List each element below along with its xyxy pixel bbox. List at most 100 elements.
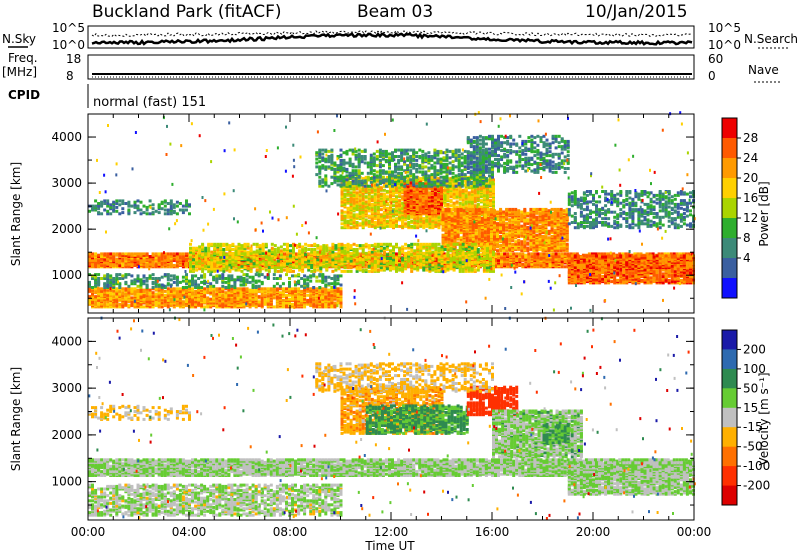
power-cell	[133, 305, 137, 309]
power-cell	[254, 288, 258, 292]
power-cell	[431, 224, 435, 228]
power-cell	[94, 275, 98, 279]
power-cell	[324, 278, 328, 282]
power-cell	[618, 252, 622, 256]
power-cell	[336, 252, 340, 256]
power-cell	[106, 300, 110, 304]
power-cell	[312, 296, 316, 300]
power-cell	[376, 199, 380, 203]
power-cell	[449, 199, 453, 203]
power-cell	[318, 300, 322, 304]
power-cell	[257, 287, 261, 291]
power-cell	[245, 287, 249, 291]
power-cell	[392, 204, 395, 208]
power-cell	[148, 274, 152, 278]
power-cell	[349, 202, 353, 206]
power-cell	[206, 284, 210, 288]
power-cell	[603, 252, 607, 256]
power-cell	[239, 275, 243, 279]
power-cell	[409, 195, 413, 199]
power-cell	[127, 287, 131, 291]
power-cell	[169, 199, 173, 203]
power-cell	[251, 300, 255, 304]
power-cell	[410, 215, 414, 219]
power-cell	[367, 219, 371, 223]
power-cell	[188, 282, 191, 286]
power-cell	[185, 203, 188, 207]
nsky-trace	[91, 32, 693, 46]
power-cell	[382, 200, 386, 204]
power-cell	[94, 283, 98, 287]
power-cell	[416, 217, 420, 221]
power-cell	[379, 208, 383, 212]
power-cell	[349, 200, 353, 204]
power-cell	[364, 188, 368, 192]
power-cell	[489, 201, 492, 205]
power-cell	[103, 208, 107, 212]
power-cell	[118, 282, 122, 286]
power-cell	[494, 252, 497, 256]
power-cell	[340, 214, 344, 218]
nsky-frame	[87, 25, 695, 49]
power-cell	[185, 304, 188, 308]
power-cell	[154, 287, 158, 291]
power-cell	[443, 186, 447, 190]
power-cell	[185, 282, 188, 286]
power-cell	[181, 275, 185, 279]
power-cell	[97, 279, 101, 283]
power-cell	[130, 204, 134, 208]
power-cell	[278, 287, 282, 291]
power-cell	[657, 252, 661, 256]
power-cell	[449, 204, 453, 208]
power-cell	[492, 178, 495, 182]
power-cell	[467, 191, 471, 195]
power-cell	[395, 217, 398, 221]
power-cell	[175, 282, 179, 286]
power-cell	[315, 279, 319, 283]
power-cell	[248, 275, 252, 279]
power-cell	[175, 200, 179, 204]
power-cell	[227, 283, 231, 287]
power-cell	[339, 301, 343, 305]
power-cell	[340, 226, 344, 230]
power-cell	[597, 252, 600, 256]
power-cell	[181, 279, 185, 283]
power-cell	[297, 292, 301, 296]
power-cell	[446, 202, 450, 206]
power-cell	[355, 187, 359, 191]
power-cell	[506, 252, 510, 256]
power-cell	[157, 211, 161, 215]
power-cell	[333, 282, 337, 286]
power-cell	[221, 289, 225, 293]
power-cell	[130, 300, 134, 304]
power-cell	[112, 295, 116, 299]
power-cell	[482, 191, 486, 195]
power-cell	[560, 265, 564, 269]
power-cell	[209, 282, 213, 286]
power-cell	[118, 302, 122, 306]
power-cell	[530, 255, 534, 258]
power-cell	[489, 187, 492, 191]
power-cell	[191, 283, 194, 287]
power-cell	[266, 287, 270, 291]
power-cell	[145, 297, 149, 301]
power-cell	[130, 296, 134, 300]
power-cell	[315, 275, 319, 279]
power-cell	[260, 287, 264, 291]
power-cell	[263, 297, 267, 301]
station-title: Buckland Park (fitACF)	[92, 2, 282, 22]
power-cell	[339, 287, 343, 291]
power-cell	[103, 202, 107, 205]
power-cell	[200, 304, 204, 308]
power-cell	[188, 279, 191, 283]
power-cell	[172, 205, 176, 209]
date-label: 10/Jan/2015	[585, 2, 688, 22]
power-cell	[175, 204, 179, 208]
power-cell	[563, 252, 567, 256]
power-cell	[88, 295, 91, 299]
power-cell	[324, 275, 328, 279]
power-cell	[112, 277, 116, 280]
power-cell	[236, 275, 240, 279]
power-cell	[130, 282, 134, 286]
power-cell	[236, 278, 240, 282]
